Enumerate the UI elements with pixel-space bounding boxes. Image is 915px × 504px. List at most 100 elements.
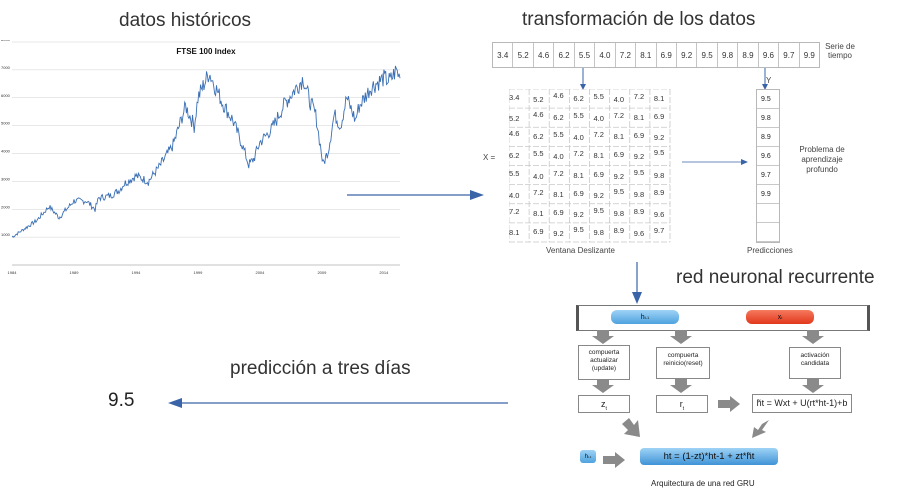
x-tick-label: 2014 bbox=[379, 270, 389, 275]
sequence-cell: 4.0 bbox=[595, 43, 616, 67]
y-tick-label: 2000 bbox=[1, 204, 11, 209]
window-cell: 5.5 bbox=[593, 92, 604, 101]
window-cell: 8.1 bbox=[633, 113, 645, 123]
window-cell: 5.2 bbox=[533, 95, 544, 104]
window-grid-lines bbox=[509, 89, 671, 243]
prediction-cell: 9.7 bbox=[757, 166, 779, 185]
x-tick-label: 1994 bbox=[132, 270, 142, 275]
prediction-cell: 9.8 bbox=[757, 109, 779, 128]
window-cell: 5.5 bbox=[553, 130, 564, 140]
time-series-sequence: 3.4 5.2 4.6 6.2 5.5 4.0 7.2 8.1 6.9 9.2 9.5 9.8 8.9 9… bbox=[492, 42, 820, 68]
window-cell: 7.2 bbox=[633, 92, 645, 101]
window-cell: 8.1 bbox=[533, 208, 544, 218]
prediction-title: predicción a tres días bbox=[230, 358, 411, 379]
window-cell: 8.1 bbox=[613, 132, 625, 142]
window-cell: 9.8 bbox=[593, 227, 604, 237]
y-tick-label: 6000 bbox=[1, 93, 11, 98]
window-cell: 4.6 bbox=[553, 91, 564, 100]
x-t-label: x bbox=[777, 313, 782, 321]
window-cell: 5.2 bbox=[509, 114, 520, 124]
sliding-window-caption: Ventana Deslizante bbox=[546, 246, 615, 255]
sequence-cell: 9.7 bbox=[779, 43, 800, 67]
sequence-cell: 8.1 bbox=[636, 43, 657, 67]
transform-title: transformación de los datos bbox=[522, 9, 756, 30]
window-cell: 9.2 bbox=[553, 228, 564, 238]
window-cell: 6.9 bbox=[533, 226, 544, 236]
window-cell: 9.5 bbox=[633, 167, 645, 177]
historic-data-title: datos históricos bbox=[119, 10, 252, 31]
ftse-chart: FTSE 100 Index 1000 2000 3000 4000 5000 6000 70… bbox=[1, 40, 401, 275]
gru-caption: Arquitectura de una red GRU bbox=[651, 479, 755, 488]
sequence-cell: 6.2 bbox=[554, 43, 575, 67]
window-cell: 6.2 bbox=[573, 94, 584, 103]
sequence-cell: 9.2 bbox=[677, 43, 698, 67]
update-gate: compuerta actualizar (update) bbox=[578, 345, 630, 380]
sequence-cell: 7.2 bbox=[616, 43, 637, 67]
y-tick-label: 5000 bbox=[1, 121, 11, 126]
window-cell: 6.2 bbox=[553, 113, 564, 123]
window-cell: 8.1 bbox=[553, 189, 564, 199]
y-tick-label: 7000 bbox=[1, 65, 11, 70]
window-cell: 6.2 bbox=[533, 132, 544, 142]
y-tick-label: 3000 bbox=[1, 176, 11, 181]
y-tick-label: 8000 bbox=[1, 40, 11, 42]
h-prev-pill: h t-1 bbox=[611, 310, 679, 324]
historic-to-transform-arrowhead bbox=[470, 190, 484, 200]
x-tick-label: 1989 bbox=[70, 270, 80, 275]
window-cell: 3.4 bbox=[509, 93, 520, 102]
reset-gate: compuerta reinicio(reset) bbox=[656, 347, 710, 379]
y-tick-label: 1000 bbox=[1, 232, 11, 237]
window-cell: 7.2 bbox=[553, 168, 564, 178]
window-cell: 4.0 bbox=[613, 95, 625, 104]
sequence-cell: 5.2 bbox=[513, 43, 534, 67]
window-cell: 6.9 bbox=[593, 169, 604, 179]
sliding-window-matrix: 3.4 5.2 4.6 6.2 5.5 4.0 7.2 8.1 5.2 4.6 6.2 5.5 4.0 7… bbox=[509, 89, 670, 242]
window-cell: 8.9 bbox=[633, 206, 645, 216]
window-cell: 9.2 bbox=[573, 209, 584, 219]
window-cell: 7.2 bbox=[593, 130, 604, 140]
prediction-cell: 9.6 bbox=[757, 147, 779, 166]
x-tick-label: 1984 bbox=[8, 270, 18, 275]
time-series-label: Serie de tiempo bbox=[825, 42, 855, 60]
sequence-cell: 9.9 bbox=[803, 50, 815, 60]
x-tick-label: 2004 bbox=[255, 270, 265, 275]
window-cell: 9.7 bbox=[653, 225, 665, 235]
window-cell: 6.9 bbox=[553, 207, 564, 217]
window-cell: 8.1 bbox=[573, 170, 584, 180]
sequence-cell: 4.6 bbox=[534, 43, 555, 67]
window-cell: 6.2 bbox=[509, 151, 520, 161]
window-cell: 9.5 bbox=[593, 205, 604, 215]
window-cell: 9.2 bbox=[613, 171, 625, 181]
ftse-series-line bbox=[11, 65, 401, 238]
output-formula: ht = (1-zt)*ht-1 + zt*h̃t bbox=[640, 448, 778, 465]
window-cell: 5.5 bbox=[533, 149, 544, 159]
rnn-title: red neuronal recurrente bbox=[676, 267, 875, 288]
window-cell: 9.6 bbox=[633, 228, 645, 238]
window-cell: 9.8 bbox=[633, 189, 645, 199]
window-cell: 4.0 bbox=[533, 171, 544, 181]
z-t-box: zt bbox=[578, 395, 630, 413]
sequence-cell: 9.5 bbox=[697, 43, 718, 67]
problem-label: Problema de aprendizaje profundo bbox=[799, 145, 845, 174]
window-cell: 8.9 bbox=[613, 225, 625, 235]
window-cell: 4.0 bbox=[553, 152, 564, 162]
window-cell: 6.9 bbox=[613, 150, 625, 160]
window-cell: 5.5 bbox=[573, 111, 584, 121]
window-cell: 9.8 bbox=[653, 170, 665, 180]
prediction-cell bbox=[757, 204, 779, 223]
candidate-activation: activación candidata bbox=[789, 347, 841, 379]
r-t-box: rt bbox=[656, 395, 708, 413]
sequence-cell: 3.4 bbox=[493, 43, 514, 67]
h-small-pill: h t-1 bbox=[580, 450, 596, 463]
prediction-value: 9.5 bbox=[108, 390, 135, 411]
h-prev-label: h bbox=[640, 313, 645, 321]
prediction-cell: 8.9 bbox=[757, 128, 779, 147]
predictions-caption: Predicciones bbox=[747, 246, 793, 255]
window-cell: 4.6 bbox=[533, 110, 544, 120]
window-cell: 8.1 bbox=[653, 94, 665, 103]
candidate-formula: h̃t = Wxt + U(rt*ht-1)+b bbox=[752, 394, 852, 413]
gru-input-bar bbox=[576, 305, 870, 331]
window-cell: 6.9 bbox=[633, 131, 645, 141]
